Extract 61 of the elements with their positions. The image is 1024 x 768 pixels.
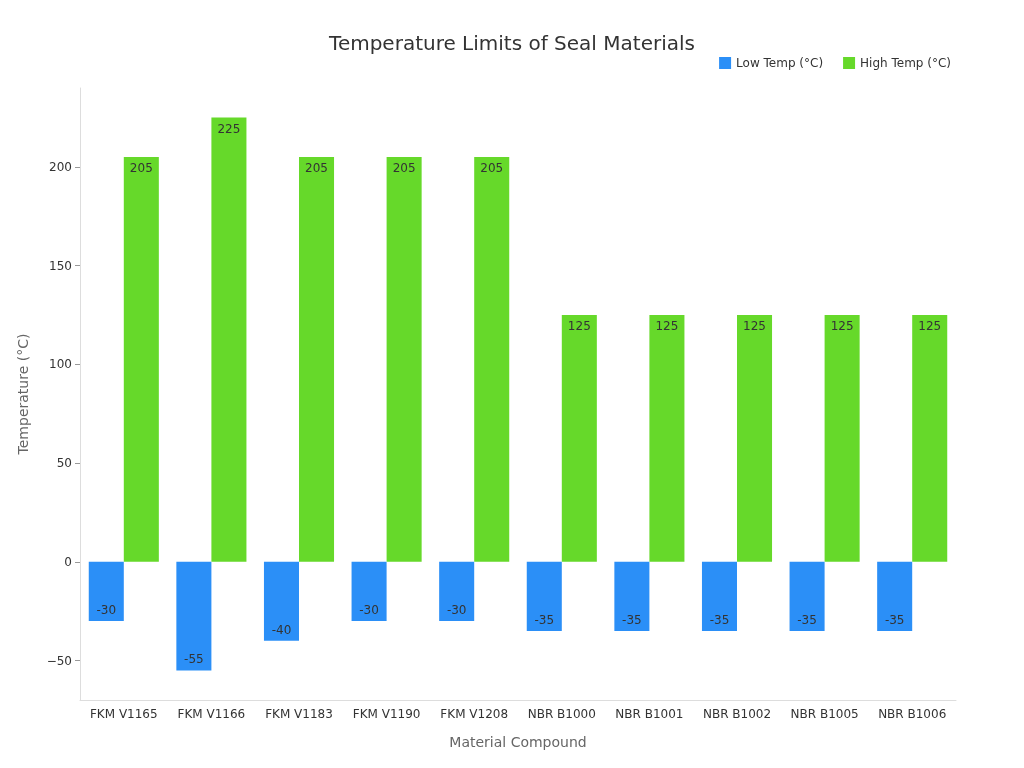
data-label: -35 [534,612,555,627]
x-axis-title: Material Compound [449,734,587,750]
data-label: 125 [743,319,766,334]
bar [123,157,159,562]
y-tick-label: 150 [49,258,72,273]
data-label: -30 [446,603,467,618]
bar [263,561,299,641]
x-tick-label: NBR B1006 [878,707,947,721]
bar [561,315,597,562]
x-tick-label: FKM V1183 [265,707,333,721]
y-tick-label: 50 [56,456,72,471]
bar [824,315,860,562]
y-tick-label: −50 [46,653,72,668]
bar [386,157,422,562]
bar [439,561,475,622]
x-tick-label: FKM V1166 [177,707,246,721]
data-label: 205 [305,161,328,176]
x-tick-label: NBR B1005 [790,707,859,721]
data-label: 125 [918,319,942,334]
x-tick-label: NBR B1001 [615,707,684,721]
bar [789,561,825,631]
bar [299,157,335,562]
bar [211,117,247,562]
bar [649,315,685,562]
x-tick-label: FKM V1190 [352,707,421,721]
legend-label: Low Temp (°C) [736,56,824,70]
x-tick-label: FKM V1208 [440,707,509,721]
bar [88,561,124,622]
x-tick-label: FKM V1165 [89,707,158,721]
data-label: 125 [567,319,591,334]
data-label: 205 [129,161,153,176]
bar [701,561,737,631]
data-label: -35 [797,612,817,627]
bar [176,561,212,671]
data-label: 205 [392,161,416,176]
y-tick-label: 200 [49,159,72,174]
bar [614,561,650,631]
bar [912,315,948,562]
x-tick-label: NBR B1000 [527,707,596,721]
bar [526,561,562,631]
data-label: -35 [884,612,905,627]
bar [737,315,773,562]
data-label: -30 [96,603,117,618]
data-label: -35 [622,612,642,627]
y-tick-label: 0 [64,554,72,569]
bar [877,561,913,631]
data-label: -35 [709,612,730,627]
data-label: 125 [830,319,854,334]
legend-label: High Temp (°C) [860,56,952,70]
data-label: 225 [217,121,241,136]
data-label: 125 [655,319,679,334]
data-label: -55 [184,652,204,667]
data-label: -30 [359,603,379,618]
data-label: -40 [271,622,292,637]
data-label: 205 [480,161,504,176]
bar [351,561,387,622]
chart-title: Temperature Limits of Seal Materials [328,31,695,55]
y-axis-title: Temperature (°C) [15,333,31,456]
bar [474,157,510,562]
y-tick-label: 100 [49,357,72,372]
x-tick-label: NBR B1002 [702,707,772,721]
